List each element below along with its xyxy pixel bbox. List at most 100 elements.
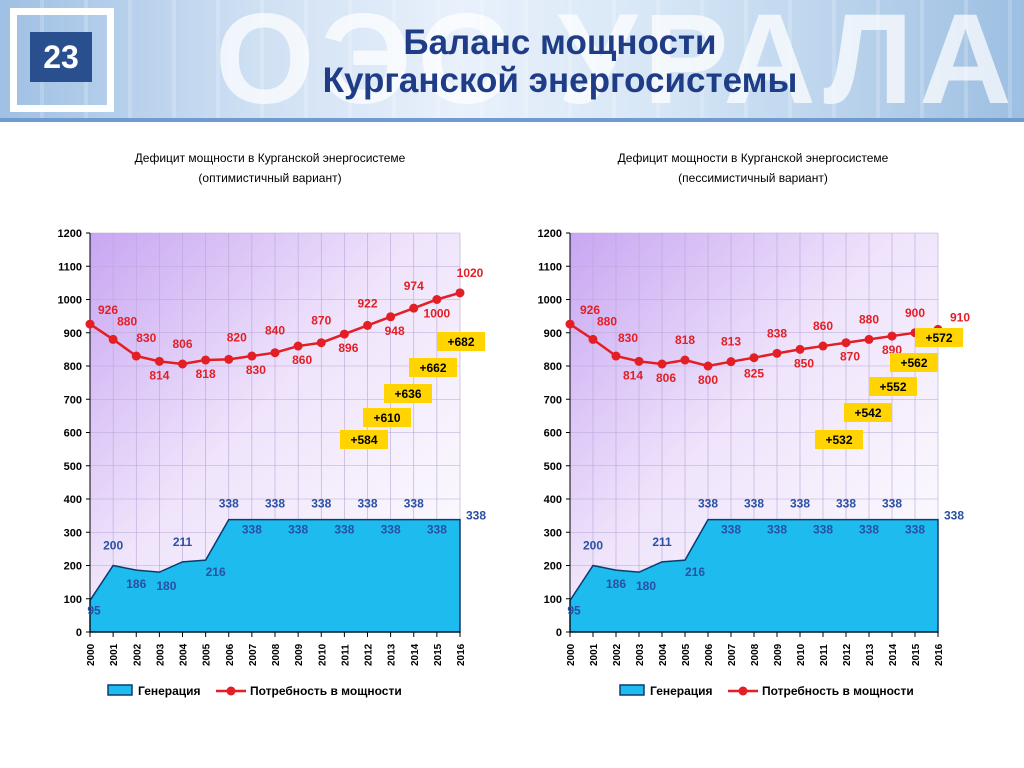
x-tick-label: 2001 (109, 643, 120, 666)
banner-bottom-edge (0, 118, 1024, 122)
x-tick-label: 2004 (179, 643, 190, 666)
deficit-badge-label: +662 (419, 361, 446, 375)
demand-data-label: 860 (813, 319, 833, 333)
generation-data-label: 338 (311, 497, 331, 511)
generation-data-label: 338 (381, 523, 401, 537)
y-tick-label: 100 (64, 594, 82, 606)
demand-point (201, 355, 211, 365)
demand-point (611, 351, 621, 361)
deficit-badge (363, 408, 411, 427)
demand-data-label: 860 (292, 353, 312, 367)
y-tick-label: 1000 (58, 295, 82, 307)
deficit-badge-label: +584 (350, 433, 377, 447)
deficit-badge (844, 403, 892, 422)
header-banner: ОЭС УРАЛА 23 Баланс мощности Курганской … (0, 0, 1024, 122)
deficit-badge (340, 430, 388, 449)
x-tick-label: 2002 (132, 643, 143, 666)
generation-data-label: 180 (636, 579, 656, 593)
deficit-badge-label: +682 (447, 335, 474, 349)
demand-data-label: 870 (840, 350, 860, 364)
generation-area (89, 518, 461, 633)
generation-data-label: 338 (288, 523, 308, 537)
x-tick-label: 2009 (773, 643, 784, 666)
x-tick-label: 2011 (340, 644, 351, 666)
demand-data-label: 840 (265, 324, 285, 338)
legend-generation-swatch (619, 684, 645, 696)
y-tick-label: 500 (64, 461, 82, 473)
generation-data-label: 186 (606, 577, 626, 591)
x-tick-label: 2013 (387, 643, 398, 666)
generation-data-label: 186 (126, 577, 146, 591)
x-tick-label: 2006 (704, 643, 715, 666)
legend-demand-marker (738, 686, 748, 696)
x-tick-label: 2004 (658, 643, 669, 666)
x-tick-label: 2006 (225, 643, 236, 666)
deficit-badge (409, 358, 457, 377)
generation-data-label: 338 (721, 523, 741, 537)
x-tick-label: 2000 (566, 643, 577, 666)
x-tick-label: 2003 (635, 643, 646, 666)
generation-data-label: 200 (103, 539, 123, 553)
generation-data-label: 338 (813, 523, 833, 537)
x-tick-label: 2016 (456, 643, 467, 666)
demand-point (409, 303, 419, 313)
x-tick-label: 2000 (86, 643, 97, 666)
demand-point (749, 353, 759, 363)
generation-data-label: 338 (265, 497, 285, 511)
demand-point (386, 312, 396, 322)
generation-data-label: 338 (767, 523, 787, 537)
demand-data-label: 814 (149, 368, 169, 382)
chart-subtitle: (пессимистичный вариант) (678, 171, 828, 185)
y-tick-label: 300 (544, 527, 562, 539)
y-tick-label: 0 (76, 627, 82, 639)
generation-data-label: 338 (427, 523, 447, 537)
slide-title: Баланс мощности Курганской энергосистемы (260, 24, 860, 100)
demand-point (224, 354, 234, 364)
chart-title: Дефицит мощности в Курганской энергосист… (618, 151, 889, 165)
demand-data-label: 830 (136, 331, 156, 345)
chart-legend: Генерация Потребность в мощности (619, 684, 914, 698)
chart-legend: Генерация Потребность в мощности (107, 684, 402, 698)
demand-point (772, 348, 782, 358)
demand-point (818, 341, 828, 351)
slide-title-line-2: Курганской энергосистемы (322, 61, 798, 100)
y-tick-label: 300 (64, 527, 82, 539)
banner-wordmark: ОЭС УРАЛА (215, 0, 1018, 122)
legend-demand-marker (226, 686, 236, 696)
demand-point (565, 319, 575, 329)
deficit-badge-label: +572 (925, 331, 952, 345)
y-tick-label: 100 (544, 594, 562, 606)
slide-number: 23 (30, 32, 92, 82)
demand-data-label: 818 (196, 367, 216, 381)
y-tick-label: 500 (544, 461, 562, 473)
demand-point (270, 348, 280, 358)
demand-point (339, 329, 349, 339)
y-tick-label: 900 (64, 328, 82, 340)
generation-data-label: 180 (156, 579, 176, 593)
demand-data-label: 838 (767, 326, 787, 340)
generation-data-label: 95 (87, 603, 101, 617)
generation-data-label: 95 (567, 603, 581, 617)
chart-title: Дефицит мощности в Курганской энергосист… (135, 151, 406, 165)
x-tick-label: 2016 (934, 643, 945, 666)
generation-data-label: 200 (583, 539, 603, 553)
demand-data-label: 818 (675, 333, 695, 347)
demand-point (726, 357, 736, 367)
demand-point (455, 288, 465, 298)
legend-generation-label: Генерация (138, 684, 201, 698)
generation-data-label: 211 (652, 535, 672, 549)
x-tick-label: 2008 (750, 643, 761, 666)
demand-data-label: 820 (227, 330, 247, 344)
demand-point (588, 334, 598, 344)
x-tick-label: 2005 (202, 643, 213, 666)
demand-data-label: 806 (656, 371, 676, 385)
y-tick-label: 900 (544, 328, 562, 340)
demand-point (85, 319, 95, 329)
demand-data-label: 896 (338, 341, 358, 355)
demand-data-label: 825 (744, 367, 764, 381)
chart-optimistic: Дефицит мощности в Курганской энергосист… (58, 151, 487, 698)
generation-data-label: 338 (242, 523, 262, 537)
demand-data-label: 830 (618, 331, 638, 345)
generation-data-label: 338 (836, 497, 856, 511)
generation-data-label: 338 (219, 497, 239, 511)
